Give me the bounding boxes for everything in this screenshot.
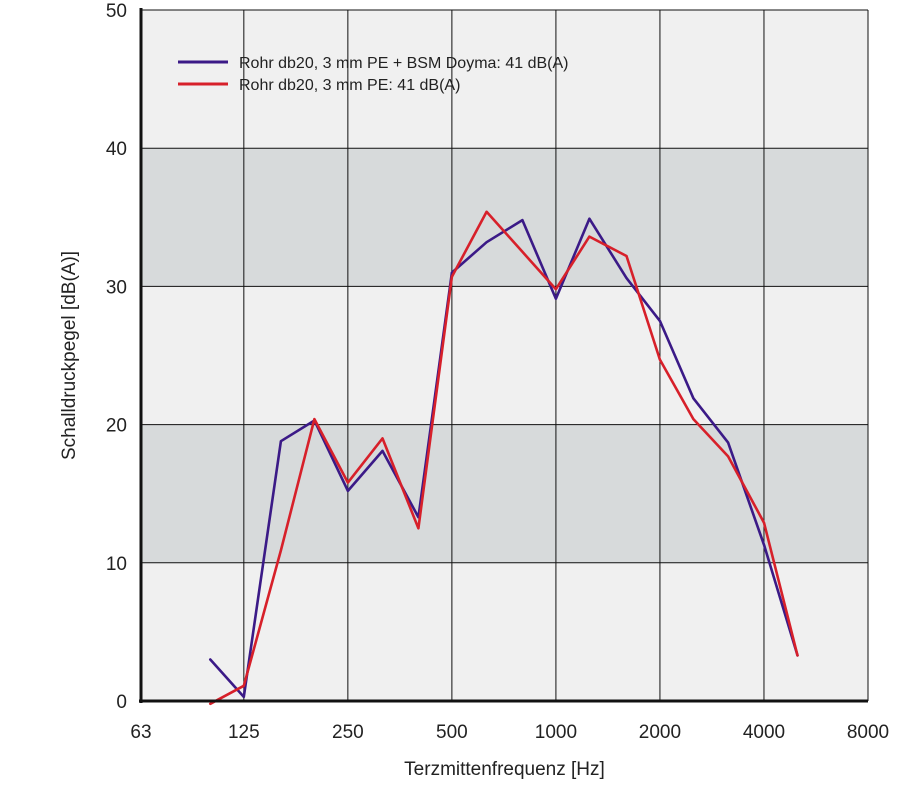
x-tick-label: 63 [130,722,151,743]
legend-label: Rohr db20, 3 mm PE: 41 dB(A) [239,77,460,94]
x-tick-label: 2000 [639,722,681,743]
y-tick-label: 10 [106,554,127,575]
y-axis-label: Schalldruckpegel [dB(A)] [59,251,80,460]
y-tick-label: 50 [106,1,127,22]
y-tick-label: 40 [106,139,127,160]
x-tick-label: 1000 [535,722,577,743]
x-tick-label: 250 [332,722,364,743]
x-tick-label: 4000 [743,722,785,743]
x-tick-label: 500 [436,722,468,743]
background-band [141,424,868,563]
y-tick-label: 30 [106,277,127,298]
background-band [141,286,868,425]
y-tick-label: 0 [116,692,127,713]
background-bands [141,10,868,701]
x-tick-label: 125 [228,722,260,743]
background-band [141,562,868,701]
axes [139,8,868,703]
legend: Rohr db20, 3 mm PE + BSM Doyma: 41 dB(A)… [178,55,568,94]
background-band [141,148,868,287]
series-line-2 [209,210,799,706]
tick-labels: 63 125 250 500 1000 2000 4000 8000 0 10 20 30 40 50 [106,1,889,743]
x-axis-label: Terzmittenfrequenz [Hz] [404,759,605,780]
series-layer [209,210,799,706]
x-tick-label: 8000 [847,722,889,743]
legend-label: Rohr db20, 3 mm PE + BSM Doyma: 41 dB(A) [239,55,568,72]
background-band [141,10,868,149]
y-tick-label: 20 [106,416,127,437]
